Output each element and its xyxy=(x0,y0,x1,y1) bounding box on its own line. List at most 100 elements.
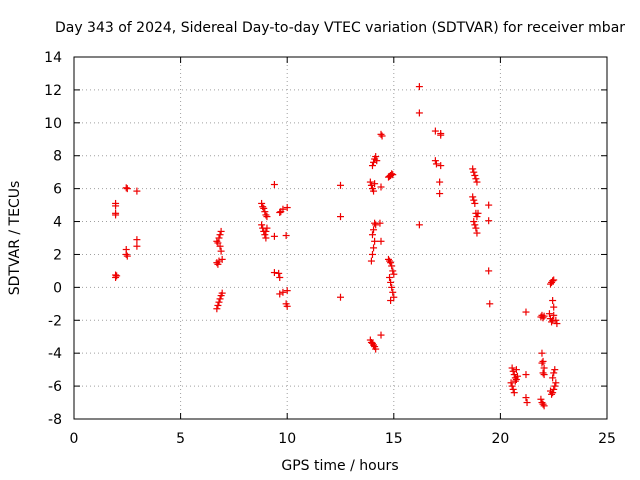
x-tick-label: 25 xyxy=(598,431,616,447)
data-point xyxy=(270,232,278,240)
data-point xyxy=(522,371,530,379)
data-point xyxy=(431,127,439,135)
data-point xyxy=(552,316,560,324)
data-point xyxy=(283,302,291,310)
data-point xyxy=(522,394,530,402)
data-point xyxy=(367,257,375,265)
data-point xyxy=(538,359,546,367)
data-point xyxy=(486,300,494,308)
data-point xyxy=(509,367,517,375)
data-point xyxy=(276,290,284,298)
data-point xyxy=(512,376,520,384)
axis-ticks: 0 5 10 15 20 25 -8 -6 -4 -2 0 2 4 6 8 10 12 14 xyxy=(44,50,616,447)
data-point xyxy=(523,399,531,407)
data-point xyxy=(218,255,226,263)
data-point xyxy=(276,208,284,216)
data-point xyxy=(510,371,518,379)
data-point xyxy=(259,203,267,211)
data-point xyxy=(548,390,556,398)
data-point xyxy=(216,242,224,250)
data-point xyxy=(261,231,269,239)
data-point xyxy=(549,389,557,397)
y-tick-label: 2 xyxy=(53,247,62,263)
data-point xyxy=(551,366,559,374)
y-tick-label: 4 xyxy=(53,215,62,231)
data-point xyxy=(550,276,558,284)
data-point xyxy=(508,364,516,372)
data-point xyxy=(389,288,397,296)
data-point xyxy=(276,273,284,281)
data-point xyxy=(377,183,385,191)
data-point xyxy=(370,158,378,166)
data-point xyxy=(550,385,558,393)
data-point xyxy=(470,196,478,204)
data-point xyxy=(122,184,130,192)
data-point xyxy=(473,229,481,237)
data-point xyxy=(372,221,380,229)
data-point xyxy=(113,272,121,280)
data-point xyxy=(415,83,423,91)
data-point xyxy=(387,259,395,267)
plot-frame xyxy=(73,56,608,420)
data-point xyxy=(471,199,479,207)
data-point xyxy=(378,132,386,140)
data-point xyxy=(513,372,521,380)
data-point xyxy=(279,205,287,213)
data-point xyxy=(508,382,516,390)
data-point xyxy=(377,130,385,138)
data-point xyxy=(368,250,376,258)
data-point xyxy=(549,374,557,382)
data-point xyxy=(472,224,480,232)
x-tick-label: 20 xyxy=(491,431,509,447)
data-point xyxy=(133,236,141,244)
data-point xyxy=(388,170,396,178)
data-point xyxy=(510,389,518,397)
x-axis-label: GPS time / hours xyxy=(281,458,398,474)
data-point xyxy=(372,153,380,161)
data-point xyxy=(509,385,517,393)
data-point xyxy=(387,297,395,305)
data-point xyxy=(377,331,385,339)
grid-lines xyxy=(74,57,607,419)
data-point xyxy=(215,257,223,265)
data-point xyxy=(337,293,344,301)
data-point xyxy=(550,311,558,319)
data-point xyxy=(436,190,444,198)
data-point xyxy=(512,366,520,374)
data-point xyxy=(522,308,530,316)
data-point xyxy=(388,283,396,291)
data-point xyxy=(472,175,480,183)
data-point xyxy=(258,199,266,207)
data-point xyxy=(282,232,290,240)
data-point xyxy=(216,295,224,303)
data-point xyxy=(437,162,445,170)
data-point xyxy=(537,395,545,403)
data-point xyxy=(539,357,547,365)
data-point xyxy=(540,402,548,410)
data-point xyxy=(437,131,445,139)
data-point xyxy=(436,178,444,186)
data-point xyxy=(415,221,423,229)
data-point xyxy=(548,318,556,326)
data-point xyxy=(122,250,130,258)
y-tick-label: 8 xyxy=(53,149,62,165)
data-point xyxy=(262,227,270,235)
data-point xyxy=(549,277,557,285)
data-point xyxy=(538,349,546,357)
data-point xyxy=(123,252,131,260)
data-point xyxy=(367,181,375,189)
data-point xyxy=(112,211,120,219)
data-point xyxy=(371,180,379,188)
data-point xyxy=(216,231,224,239)
data-point xyxy=(540,312,548,320)
data-point xyxy=(389,171,397,179)
data-point xyxy=(550,303,558,311)
data-point xyxy=(275,269,283,277)
data-point xyxy=(112,273,120,281)
data-points xyxy=(112,83,561,410)
data-point xyxy=(214,260,222,268)
data-point xyxy=(218,289,226,297)
y-tick-label: -4 xyxy=(48,346,62,362)
data-point xyxy=(539,314,547,322)
data-point xyxy=(540,371,548,379)
